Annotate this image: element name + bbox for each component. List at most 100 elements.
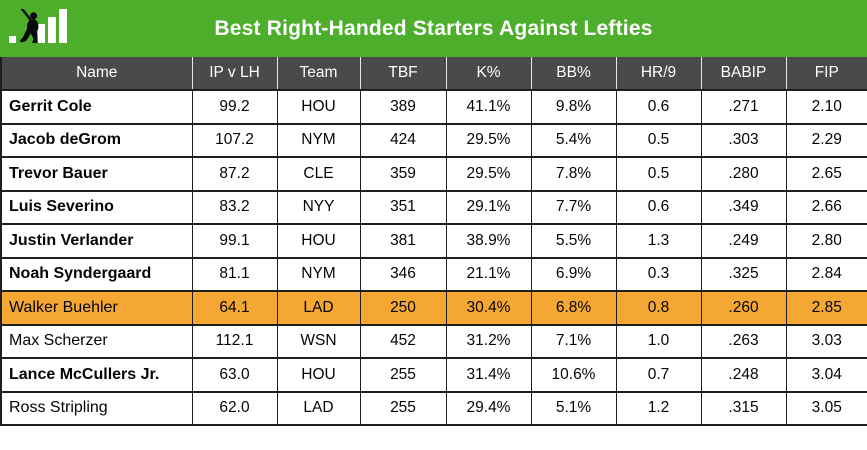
page-title: Best Right-Handed Starters Against Lefti… — [214, 16, 653, 40]
stat-cell: 1.3 — [615, 223, 701, 258]
stat-cell: 381 — [359, 223, 446, 258]
stat-cell: 0.5 — [615, 156, 701, 191]
stat-cell: 424 — [359, 122, 446, 157]
stat-cell: 38.9% — [445, 223, 531, 258]
table-row: Ross Stripling 62.0 LAD 255 29.4% 5.1% 1.2.315… — [1, 390, 867, 425]
stat-cell: 0.6 — [615, 89, 701, 124]
table-body: Gerrit Cole 99.2 HOU 389 41.1% 9.8% 0.6.271 2.1… — [1, 89, 867, 425]
player-name-cell: Noah Syndergaard — [1, 256, 192, 291]
stat-cell: LAD — [276, 290, 360, 325]
column-header-hr9: HR/9 — [615, 57, 701, 90]
table-header-row: Name IP v LH Team TBF K% BB% HR/9 BABIP … — [1, 57, 867, 90]
stat-cell: 3.05 — [785, 390, 867, 425]
player-name-cell: Lance McCullers Jr. — [1, 357, 192, 392]
stat-cell: 2.66 — [785, 189, 867, 224]
stat-cell: NYY — [276, 189, 360, 224]
column-header-kpct: K% — [445, 57, 531, 90]
stat-cell: .249 — [700, 223, 786, 258]
stat-cell: 0.7 — [615, 357, 701, 392]
stat-cell: 3.04 — [785, 357, 867, 392]
player-name-cell: Walker Buehler — [1, 290, 192, 325]
stat-cell: 63.0 — [191, 357, 277, 392]
stat-cell: 81.1 — [191, 256, 277, 291]
stat-cell: .248 — [700, 357, 786, 392]
stat-cell: 10.6% — [530, 357, 616, 392]
stat-cell: 0.5 — [615, 122, 701, 157]
stat-cell: 5.5% — [530, 223, 616, 258]
stat-cell: 21.1% — [445, 256, 531, 291]
column-header-tbf: TBF — [359, 57, 446, 90]
stat-cell: 255 — [359, 390, 446, 425]
table-row: Trevor Bauer 87.2 CLE 359 29.5% 7.8% 0.5.280 2.… — [1, 156, 867, 191]
stat-cell: 7.1% — [530, 323, 616, 358]
column-header-fip: FIP — [785, 57, 867, 90]
stats-table: Name IP v LH Team TBF K% BB% HR/9 BABIP … — [0, 57, 867, 426]
player-name-cell: Trevor Bauer — [1, 156, 192, 191]
stat-cell: 452 — [359, 323, 446, 358]
player-name-cell: Luis Severino — [1, 189, 192, 224]
stat-cell: NYM — [276, 122, 360, 157]
player-name-cell: Jacob deGrom — [1, 122, 192, 157]
table-row: Max Scherzer 112.1 WSN 452 31.2% 7.1% 1.0.263 3… — [1, 323, 867, 358]
stat-cell: 0.3 — [615, 256, 701, 291]
stat-cell: 0.8 — [615, 290, 701, 325]
stat-cell: .349 — [700, 189, 786, 224]
stat-cell: 7.7% — [530, 189, 616, 224]
player-name-cell: Justin Verlander — [1, 223, 192, 258]
column-header-babip: BABIP — [700, 57, 786, 90]
stat-cell: WSN — [276, 323, 360, 358]
stat-cell: .271 — [700, 89, 786, 124]
stat-cell: 2.29 — [785, 122, 867, 157]
stat-cell: 1.2 — [615, 390, 701, 425]
stat-cell: 29.1% — [445, 189, 531, 224]
stat-cell: 9.8% — [530, 89, 616, 124]
stat-cell: 1.0 — [615, 323, 701, 358]
stat-cell: 31.2% — [445, 323, 531, 358]
stat-cell: 346 — [359, 256, 446, 291]
stat-cell: HOU — [276, 89, 360, 124]
column-header-name: Name — [1, 57, 192, 90]
stat-cell: .260 — [700, 290, 786, 325]
stat-cell: .263 — [700, 323, 786, 358]
stat-cell: 6.9% — [530, 256, 616, 291]
stat-cell: 112.1 — [191, 323, 277, 358]
title-banner: Best Right-Handed Starters Against Lefti… — [0, 0, 867, 57]
stat-cell: 359 — [359, 156, 446, 191]
stat-cell: CLE — [276, 156, 360, 191]
player-name-cell: Max Scherzer — [1, 323, 192, 358]
stat-cell: 107.2 — [191, 122, 277, 157]
stat-cell: 6.8% — [530, 290, 616, 325]
table-row: Lance McCullers Jr. 63.0 HOU 255 31.4% 10.6% 0… — [1, 357, 867, 392]
stat-cell: 2.10 — [785, 89, 867, 124]
stat-cell: .325 — [700, 256, 786, 291]
player-name-cell: Gerrit Cole — [1, 89, 192, 124]
table-row: Jacob deGrom 107.2 NYM 424 29.5% 5.4% 0.5.303 2… — [1, 122, 867, 157]
stat-cell: 250 — [359, 290, 446, 325]
stat-cell: NYM — [276, 256, 360, 291]
stat-cell: 99.1 — [191, 223, 277, 258]
stat-cell: 0.6 — [615, 189, 701, 224]
stat-cell: 41.1% — [445, 89, 531, 124]
column-header-ipvlh: IP v LH — [191, 57, 277, 90]
stat-cell: 30.4% — [445, 290, 531, 325]
stat-cell: .280 — [700, 156, 786, 191]
stat-cell: 29.4% — [445, 390, 531, 425]
table-row: Walker Buehler 64.1 LAD 250 30.4% 6.8% 0.8.260… — [1, 290, 867, 325]
stat-cell: 2.84 — [785, 256, 867, 291]
stat-cell: LAD — [276, 390, 360, 425]
fangraphs-batter-logo-icon — [9, 9, 67, 43]
stat-cell: .303 — [700, 122, 786, 157]
stat-cell: .315 — [700, 390, 786, 425]
stat-cell: 2.65 — [785, 156, 867, 191]
stat-cell: 29.5% — [445, 122, 531, 157]
stat-cell: 83.2 — [191, 189, 277, 224]
stat-cell: HOU — [276, 223, 360, 258]
table-row: Noah Syndergaard 81.1 NYM 346 21.1% 6.9% 0.3.3… — [1, 256, 867, 291]
stat-cell: 2.85 — [785, 290, 867, 325]
table-row: Gerrit Cole 99.2 HOU 389 41.1% 9.8% 0.6.271 2.1… — [1, 89, 867, 124]
stat-cell: 255 — [359, 357, 446, 392]
table-row: Justin Verlander 99.1 HOU 381 38.9% 5.5% 1.3.2… — [1, 223, 867, 258]
column-header-bbpct: BB% — [530, 57, 616, 90]
stat-cell: 99.2 — [191, 89, 277, 124]
stat-cell: 64.1 — [191, 290, 277, 325]
